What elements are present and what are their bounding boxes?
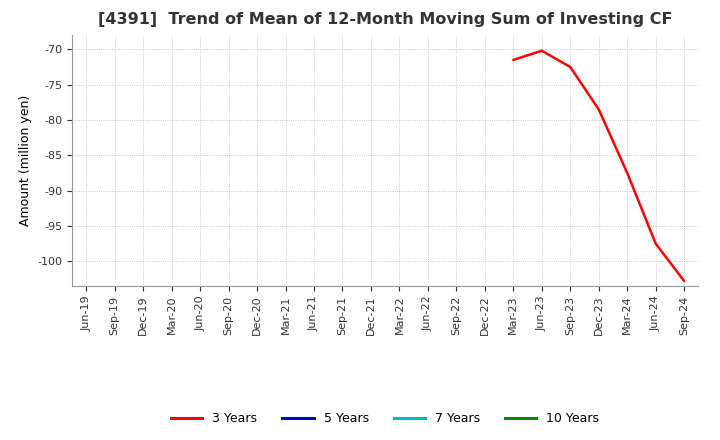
Title: [4391]  Trend of Mean of 12-Month Moving Sum of Investing CF: [4391] Trend of Mean of 12-Month Moving … bbox=[98, 12, 672, 27]
Legend: 3 Years, 5 Years, 7 Years, 10 Years: 3 Years, 5 Years, 7 Years, 10 Years bbox=[166, 407, 604, 430]
Y-axis label: Amount (million yen): Amount (million yen) bbox=[19, 95, 32, 226]
